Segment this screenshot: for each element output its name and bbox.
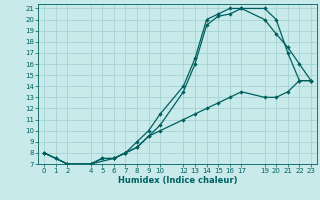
X-axis label: Humidex (Indice chaleur): Humidex (Indice chaleur) — [118, 176, 237, 185]
